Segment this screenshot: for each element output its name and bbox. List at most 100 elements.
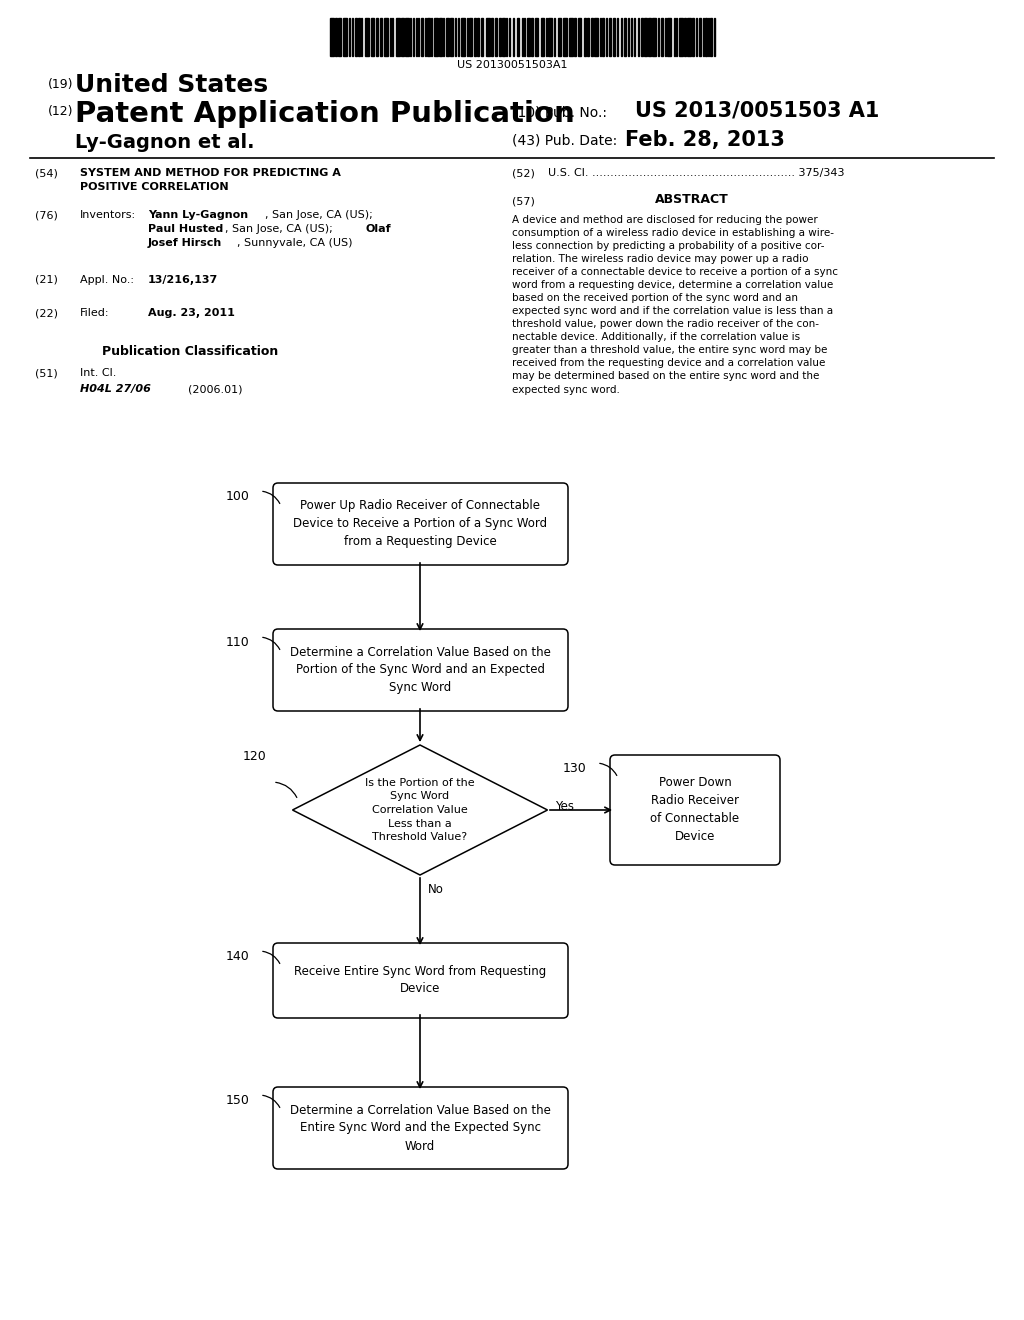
Bar (608, 18, 611, 55)
Bar (396, 18, 400, 55)
Bar (558, 18, 561, 55)
Text: 13/216,137: 13/216,137 (148, 275, 218, 285)
Text: Determine a Correlation Value Based on the
Portion of the Sync Word and an Expec: Determine a Correlation Value Based on t… (290, 645, 551, 694)
Bar (335, 18, 337, 55)
Text: U.S. Cl. ........................................................ 375/343: U.S. Cl. ...............................… (548, 168, 845, 178)
Text: Power Up Radio Receiver of Connectable
Device to Receive a Portion of a Sync Wor: Power Up Radio Receiver of Connectable D… (293, 499, 547, 549)
Text: (57): (57) (512, 195, 535, 206)
Bar (446, 18, 449, 55)
Bar (338, 18, 341, 55)
Bar (634, 18, 635, 55)
Bar (624, 18, 627, 55)
Bar (714, 18, 715, 55)
Text: US 2013/0051503 A1: US 2013/0051503 A1 (635, 100, 880, 120)
Bar (427, 18, 430, 55)
Bar (502, 18, 505, 55)
Bar (401, 18, 403, 55)
Text: (43) Pub. Date:: (43) Pub. Date: (512, 133, 617, 147)
Bar (384, 18, 388, 55)
Bar (578, 18, 581, 55)
Bar (648, 18, 650, 55)
Text: (51): (51) (35, 368, 57, 378)
Text: 120: 120 (243, 750, 266, 763)
Text: Inventors:: Inventors: (80, 210, 136, 220)
Bar (439, 18, 441, 55)
Bar (695, 18, 697, 55)
Bar (343, 18, 347, 55)
Text: Power Down
Radio Receiver
of Connectable
Device: Power Down Radio Receiver of Connectable… (650, 776, 739, 843)
Text: 130: 130 (563, 762, 587, 775)
FancyBboxPatch shape (273, 1086, 568, 1170)
Text: 110: 110 (226, 636, 250, 649)
Text: POSITIVE CORRELATION: POSITIVE CORRELATION (80, 182, 228, 191)
Text: 150: 150 (226, 1094, 250, 1107)
Text: SYSTEM AND METHOD FOR PREDICTING A: SYSTEM AND METHOD FOR PREDICTING A (80, 168, 341, 178)
Bar (706, 18, 707, 55)
Bar (594, 18, 598, 55)
Bar (548, 18, 552, 55)
Bar (554, 18, 555, 55)
Text: Is the Portion of the
Sync Word
Correlation Value
Less than a
Threshold Value?: Is the Portion of the Sync Word Correlat… (366, 777, 475, 842)
Bar (591, 18, 593, 55)
Bar (450, 18, 454, 55)
Bar (613, 18, 615, 55)
Text: Appl. No.:: Appl. No.: (80, 275, 134, 285)
Text: (22): (22) (35, 308, 58, 318)
Bar (365, 18, 369, 55)
Bar (495, 18, 498, 55)
FancyBboxPatch shape (273, 483, 568, 565)
Bar (480, 18, 483, 55)
Bar (380, 18, 382, 55)
Bar (616, 18, 618, 55)
Text: 100: 100 (226, 490, 250, 503)
Bar (584, 18, 586, 55)
Text: (76): (76) (35, 210, 58, 220)
Text: Receive Entire Sync Word from Requesting
Device: Receive Entire Sync Word from Requesting… (294, 965, 546, 995)
Bar (692, 18, 694, 55)
Bar (667, 18, 671, 55)
Bar (461, 18, 465, 55)
Text: ABSTRACT: ABSTRACT (655, 193, 729, 206)
Bar (406, 18, 409, 55)
Text: Olaf: Olaf (366, 224, 391, 234)
Bar (699, 18, 701, 55)
Bar (652, 18, 656, 55)
Bar (644, 18, 647, 55)
Bar (492, 18, 493, 55)
Bar (376, 18, 379, 55)
FancyBboxPatch shape (273, 942, 568, 1018)
Bar (485, 18, 489, 55)
Bar (602, 18, 604, 55)
Bar (434, 18, 438, 55)
Bar (531, 18, 532, 55)
Bar (418, 18, 420, 55)
Text: (21): (21) (35, 275, 58, 285)
Bar (421, 18, 423, 55)
Text: , San Jose, CA (US);: , San Jose, CA (US); (265, 210, 373, 220)
FancyBboxPatch shape (610, 755, 780, 865)
Bar (535, 18, 538, 55)
Bar (660, 18, 664, 55)
Text: Determine a Correlation Value Based on the
Entire Sync Word and the Expected Syn: Determine a Correlation Value Based on t… (290, 1104, 551, 1152)
Text: Yes: Yes (555, 800, 574, 813)
Text: (52): (52) (512, 168, 535, 178)
Text: US 20130051503A1: US 20130051503A1 (457, 59, 567, 70)
Text: A device and method are disclosed for reducing the power
consumption of a wirele: A device and method are disclosed for re… (512, 215, 838, 395)
Bar (641, 18, 643, 55)
Bar (330, 18, 334, 55)
Text: Patent Application Publication: Patent Application Publication (75, 100, 574, 128)
Bar (499, 18, 501, 55)
Bar (679, 18, 683, 55)
Bar (563, 18, 566, 55)
Text: (10) Pub. No.:: (10) Pub. No.: (512, 106, 607, 119)
Bar (517, 18, 519, 55)
Text: H04L 27/06: H04L 27/06 (80, 384, 151, 393)
Text: Publication Classification: Publication Classification (101, 345, 279, 358)
Text: Paul Husted: Paul Husted (148, 224, 223, 234)
Text: , Sunnyvale, CA (US): , Sunnyvale, CA (US) (237, 238, 352, 248)
Text: Josef Hirsch: Josef Hirsch (148, 238, 222, 248)
Bar (469, 18, 472, 55)
Bar (392, 18, 393, 55)
Text: , San Jose, CA (US);: , San Jose, CA (US); (225, 224, 336, 234)
Bar (477, 18, 479, 55)
